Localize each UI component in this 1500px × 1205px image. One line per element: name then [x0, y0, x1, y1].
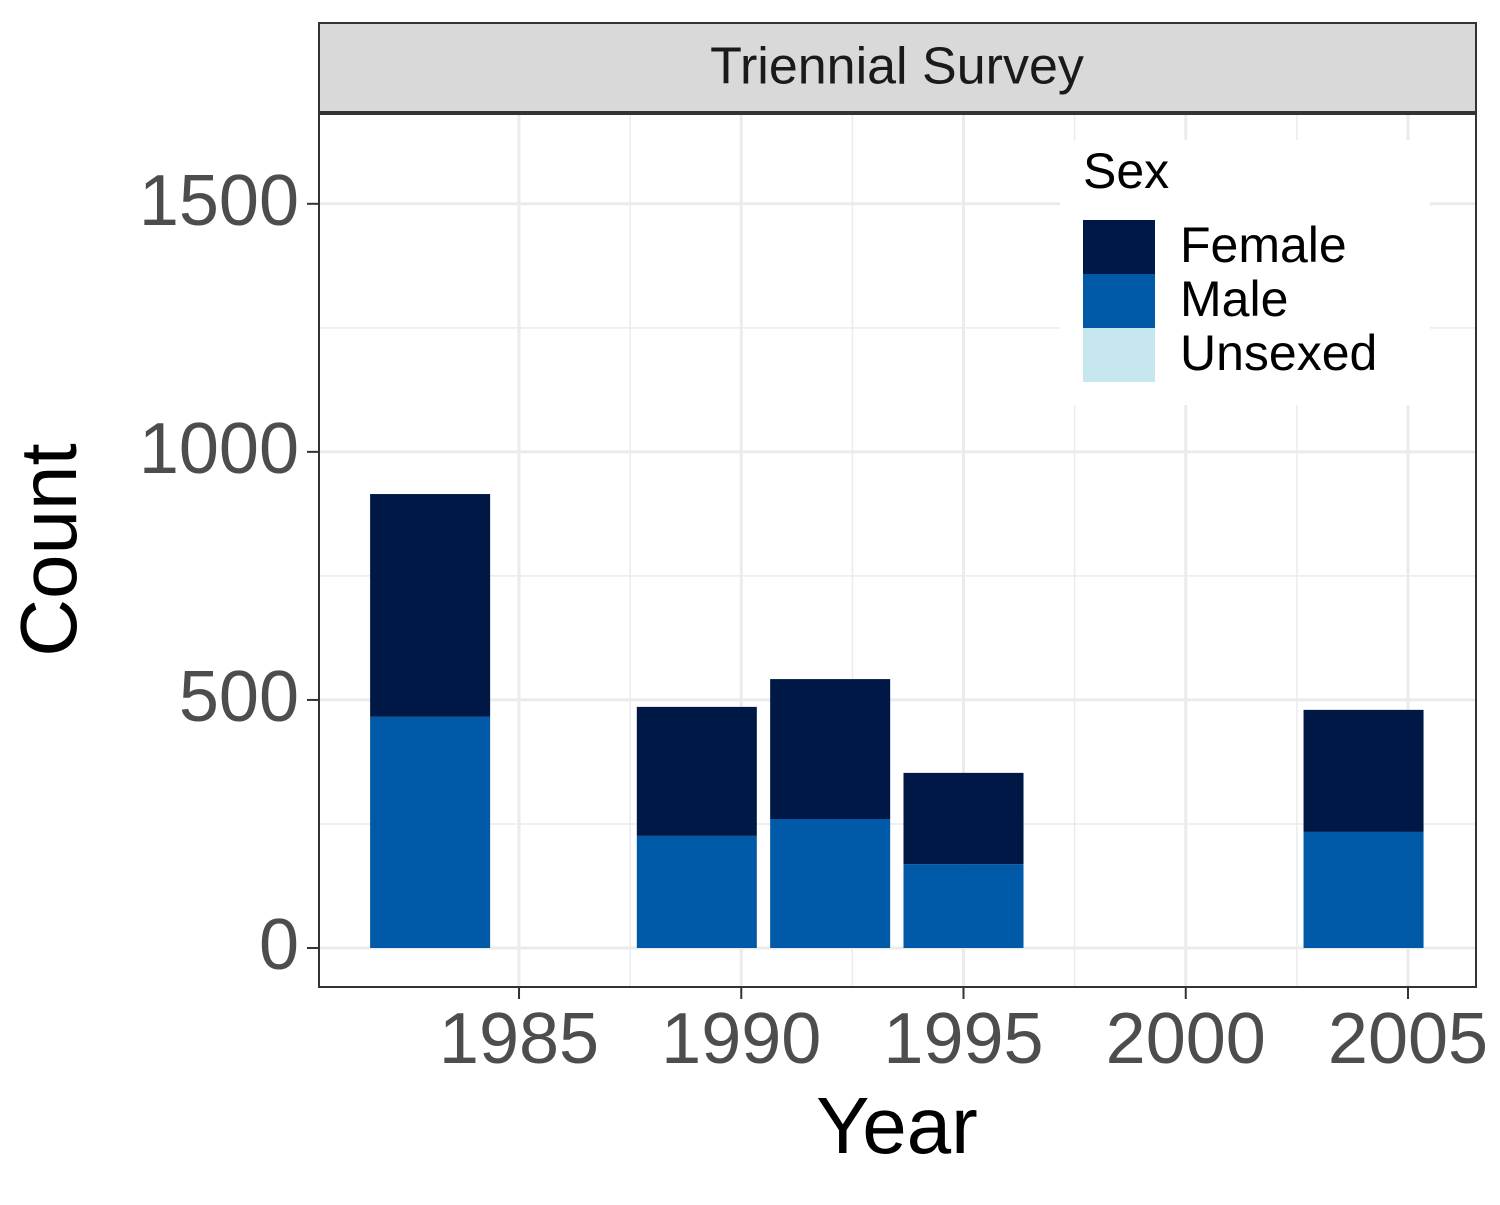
bar-segment [903, 864, 1024, 949]
bars [370, 494, 1424, 949]
axes: 0 500 1000 1500 1985 1990 1995 2000 2005 [139, 113, 1488, 1079]
x-tick-label: 2000 [1106, 999, 1266, 1079]
legend-title: Sex [1083, 143, 1169, 199]
bar-segment [636, 706, 757, 836]
legend-key [1083, 274, 1155, 328]
x-tick-label: 1985 [439, 999, 599, 1079]
facet-title: Triennial Survey [710, 38, 1084, 96]
legend-key [1083, 328, 1155, 382]
bar-segment [636, 835, 757, 949]
legend-label: Unsexed [1180, 325, 1377, 381]
legend-key [1083, 220, 1155, 274]
x-tick-label: 1995 [883, 999, 1043, 1079]
legend-label: Female [1180, 217, 1347, 273]
x-tick-label: 2005 [1328, 999, 1488, 1079]
bar-segment [903, 772, 1024, 865]
y-tick-label: 500 [179, 657, 299, 737]
y-axis-title: Count [4, 443, 93, 656]
bar-segment [370, 494, 491, 717]
x-tick-label: 1990 [661, 999, 821, 1079]
panel-border [318, 113, 1477, 988]
bar-segment [1303, 831, 1424, 949]
y-tick-label: 1500 [139, 161, 299, 241]
y-tick-label: 1000 [139, 409, 299, 489]
facet-strip [318, 22, 1477, 113]
bar-segment [370, 716, 491, 949]
x-axis-title: Year [816, 1081, 978, 1170]
bar-segment [770, 679, 891, 820]
bar-segment [1303, 709, 1424, 832]
legend-label: Male [1180, 271, 1288, 327]
y-tick-label: 0 [259, 905, 299, 985]
bar-segment [770, 819, 891, 949]
